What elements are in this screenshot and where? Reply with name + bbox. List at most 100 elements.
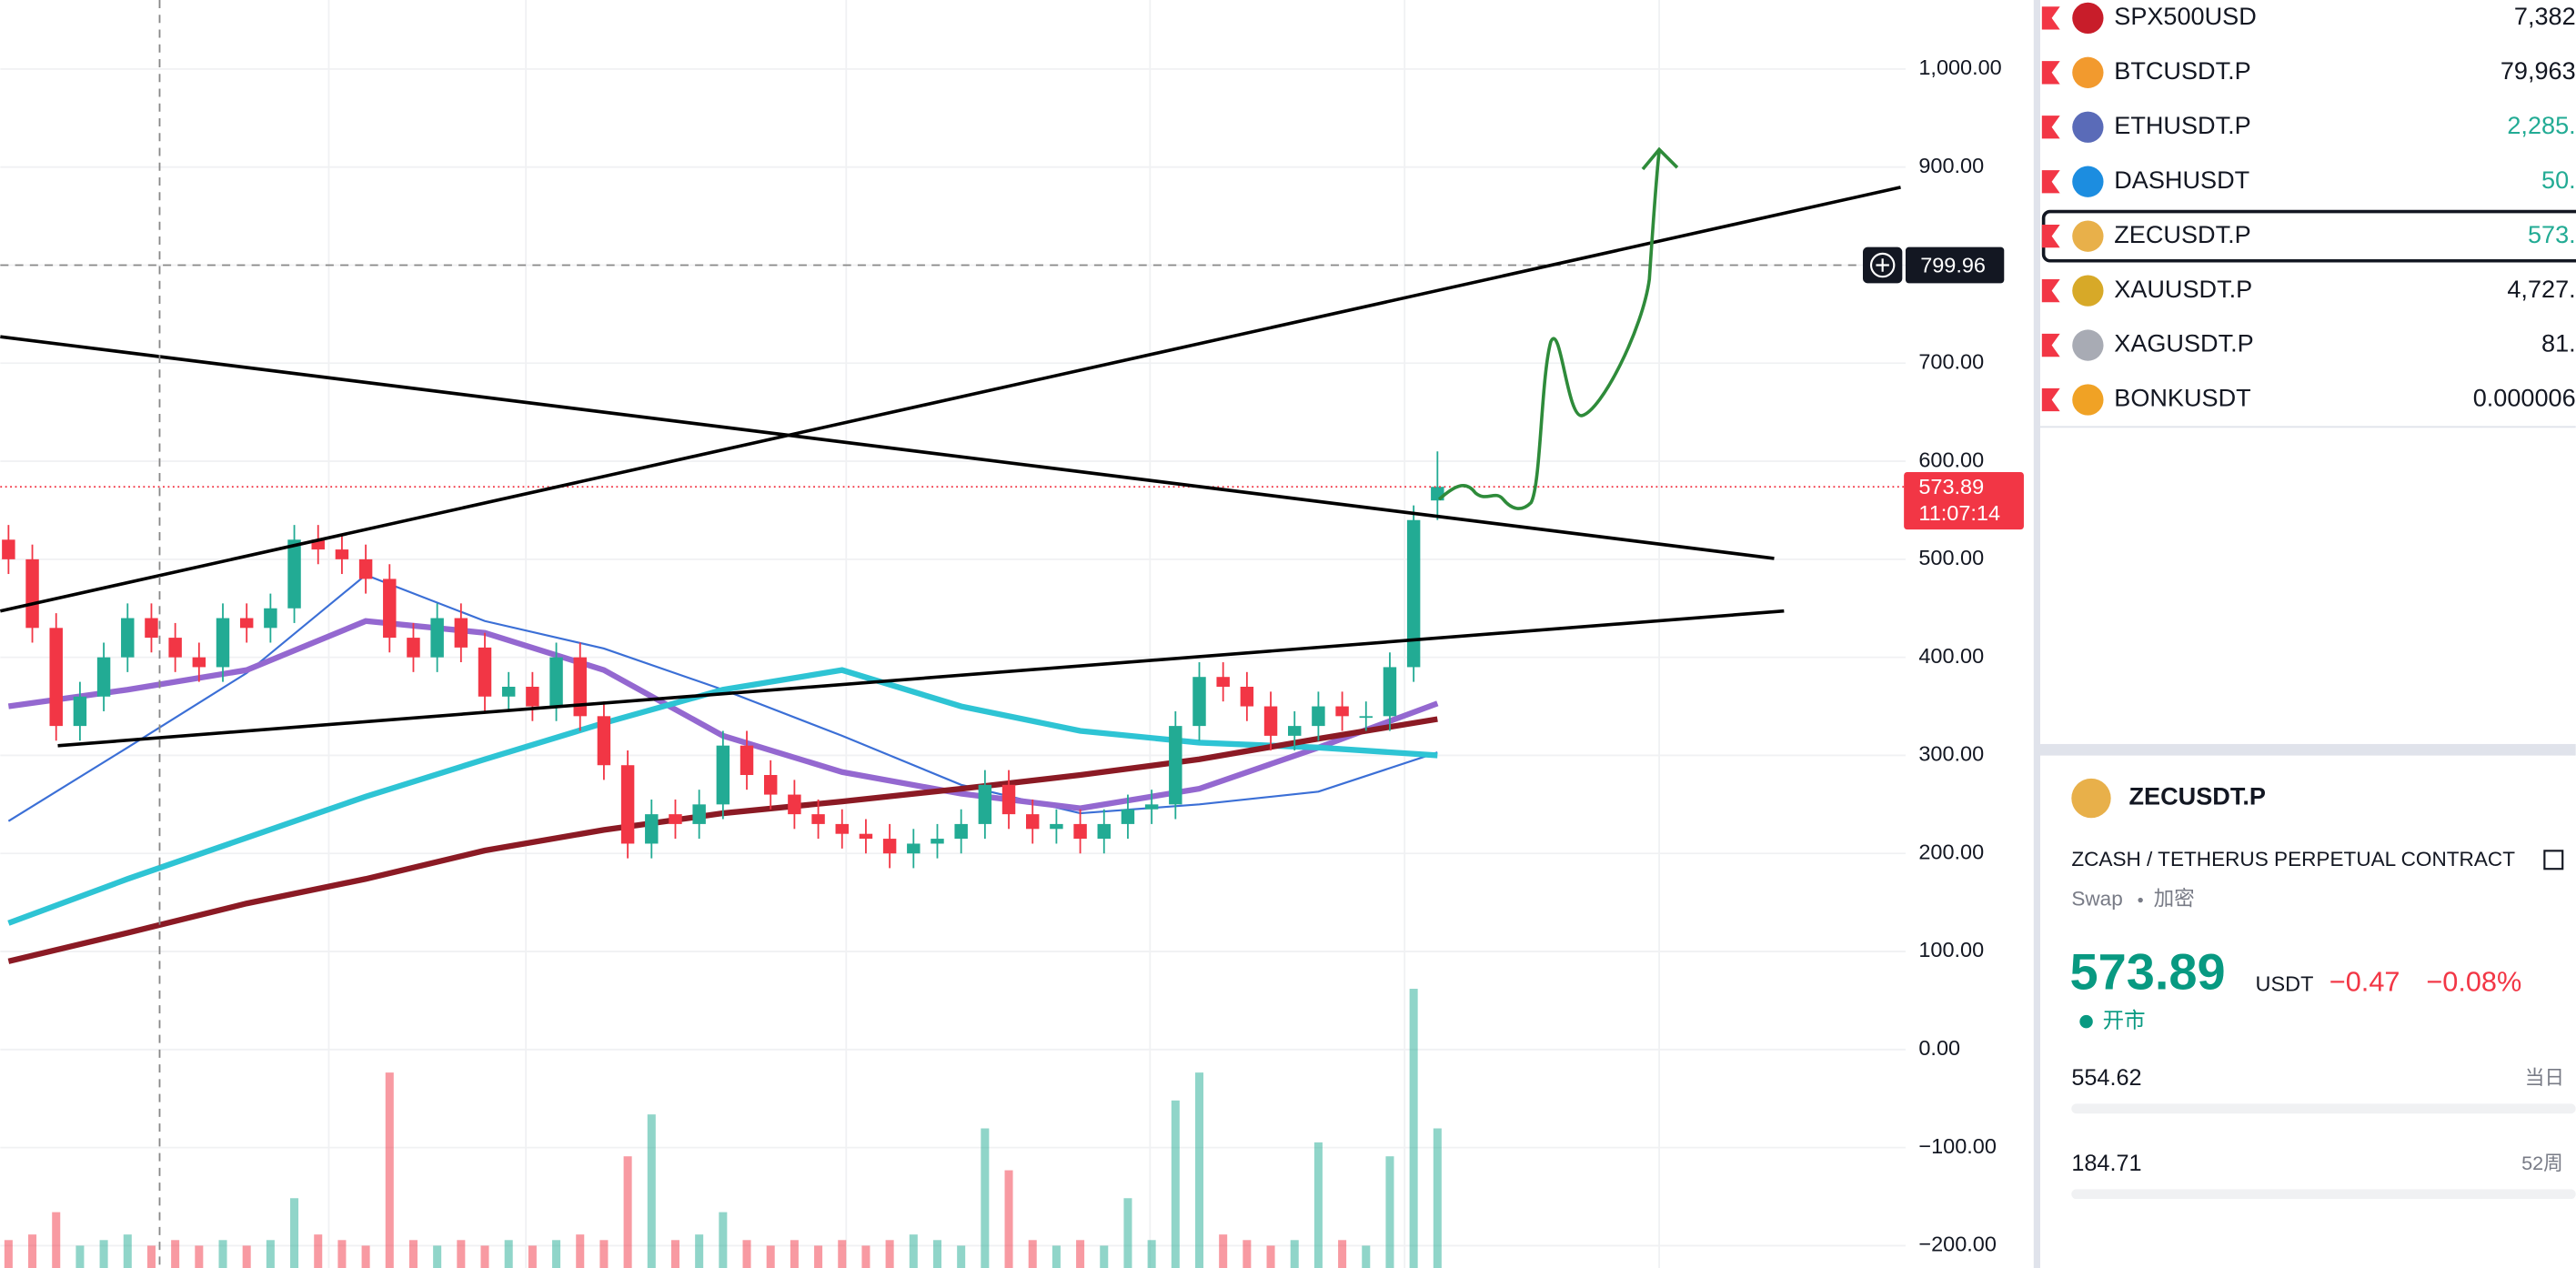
candle-body xyxy=(859,833,873,840)
plot xyxy=(0,264,1906,1268)
candle-body xyxy=(501,686,516,697)
candle-body xyxy=(407,638,420,658)
external-link[interactable] xyxy=(2543,850,2564,870)
candle-body xyxy=(287,539,301,609)
trend-line[interactable] xyxy=(57,609,1785,748)
flag[interactable] xyxy=(2041,61,2060,85)
detail-price: 573.89 xyxy=(2070,942,2226,1000)
volume-bar xyxy=(1313,1142,1323,1268)
candle-body xyxy=(192,657,206,668)
forecast-arrow[interactable] xyxy=(1437,150,1661,510)
candle-body xyxy=(835,823,849,834)
watch-symbol[interactable]: ZECUSDT.P xyxy=(2114,220,2250,248)
volume-bar xyxy=(1409,989,1418,1268)
flag[interactable] xyxy=(2041,170,2060,194)
status-dot xyxy=(2079,1014,2093,1029)
candle-body xyxy=(478,647,492,697)
volume-bar xyxy=(1100,1245,1109,1268)
volume-bar xyxy=(480,1245,489,1268)
candle-body xyxy=(239,618,254,629)
flag[interactable] xyxy=(2041,387,2060,412)
watch-price: 2,285. xyxy=(2507,111,2575,139)
candle-body xyxy=(311,539,325,550)
candle-body xyxy=(96,657,111,697)
watch-symbol[interactable]: SPX500USD xyxy=(2114,2,2257,30)
trend-line[interactable] xyxy=(0,335,1775,560)
candle-body xyxy=(1288,726,1302,736)
watchlist: SPX500USD 7,382 BTCUSDT.P 79,963 ETHUSDT.P 2,… xyxy=(2040,2,2576,428)
flag[interactable] xyxy=(2041,116,2060,139)
candle-body xyxy=(1406,519,1421,668)
watch-symbol[interactable]: ETHUSDT.P xyxy=(2114,111,2250,139)
volume-bar xyxy=(1433,1128,1442,1268)
volume-bar xyxy=(195,1245,204,1268)
candle-body xyxy=(573,657,587,717)
candle-body xyxy=(430,618,444,658)
candle-body xyxy=(1312,706,1325,727)
volume-bar xyxy=(266,1240,275,1268)
volume-bar xyxy=(1028,1240,1037,1268)
watch-symbol[interactable]: XAGUSDT.P xyxy=(2114,329,2253,357)
flag[interactable] xyxy=(2041,225,2060,248)
volume-bar xyxy=(218,1240,227,1268)
candle-body xyxy=(73,696,87,727)
volume-bar xyxy=(1004,1170,1013,1268)
volume-bar xyxy=(242,1245,251,1268)
candle-body xyxy=(692,804,706,824)
candle-body xyxy=(2,539,15,559)
watch-symbol[interactable]: BONKUSDT xyxy=(2114,384,2250,412)
candle-body xyxy=(168,638,182,658)
volume-bar xyxy=(1123,1198,1132,1268)
trend-line[interactable] xyxy=(0,186,1901,613)
watch-symbol[interactable]: DASHUSDT xyxy=(2114,166,2249,194)
y-tick-label: 0.00 xyxy=(1918,1036,1960,1060)
symbol-icon xyxy=(2071,778,2111,819)
symbol-icon xyxy=(2072,220,2104,252)
volume-bar xyxy=(766,1245,775,1268)
detail-currency: USDT xyxy=(2256,972,2314,996)
candle-body xyxy=(549,657,563,707)
volume-bar xyxy=(1147,1240,1156,1268)
candle-body xyxy=(740,745,754,776)
volume-bar xyxy=(52,1212,61,1268)
volume-bar xyxy=(123,1234,132,1268)
watch-price: 50. xyxy=(2541,166,2576,194)
candle-body xyxy=(1121,809,1135,824)
volume-bar xyxy=(28,1234,37,1268)
watch-price: 0.000006 xyxy=(2473,384,2576,412)
candle-body xyxy=(1097,823,1111,840)
drawings xyxy=(0,0,1901,1268)
volume-bar xyxy=(932,1240,941,1268)
last-price-box xyxy=(1904,471,2024,530)
watch-symbol[interactable]: XAUUSDT.P xyxy=(2114,275,2252,303)
volume-bar xyxy=(861,1245,870,1268)
candle-body xyxy=(454,618,468,648)
candle-body xyxy=(121,618,135,658)
volume-bar xyxy=(171,1240,180,1268)
detail-change: −0.47 xyxy=(2329,966,2400,998)
watch-symbol[interactable]: BTCUSDT.P xyxy=(2114,56,2250,85)
price-axis: 1,000.00900.00800.00700.00600.00500.0040… xyxy=(1862,55,2024,1256)
candle-body xyxy=(763,775,778,795)
candle-body xyxy=(1216,677,1230,687)
countdown-label: 11:07:14 xyxy=(1918,501,2000,525)
flag[interactable] xyxy=(2041,333,2060,357)
week52-value: 184.71 xyxy=(2071,1151,2141,1176)
candle-body xyxy=(1335,706,1349,717)
candle-body xyxy=(216,618,230,668)
detail-kind: Swap xyxy=(2071,887,2122,910)
detail-description: ZCASH / TETHERUS PERPETUAL CONTRACT xyxy=(2071,848,2515,870)
flag[interactable] xyxy=(2041,6,2060,30)
volume-bar xyxy=(99,1240,108,1268)
flag[interactable] xyxy=(2041,278,2060,303)
candle-body xyxy=(978,784,992,824)
volume-bar xyxy=(314,1234,323,1268)
volume-bar xyxy=(790,1240,799,1268)
last-price-label: 573.89 xyxy=(1918,475,1984,498)
symbol-icon xyxy=(2072,56,2104,88)
volume-bar xyxy=(290,1198,299,1268)
symbol-icon xyxy=(2072,166,2104,197)
candle-body xyxy=(1144,804,1159,810)
candle-body xyxy=(597,716,611,766)
